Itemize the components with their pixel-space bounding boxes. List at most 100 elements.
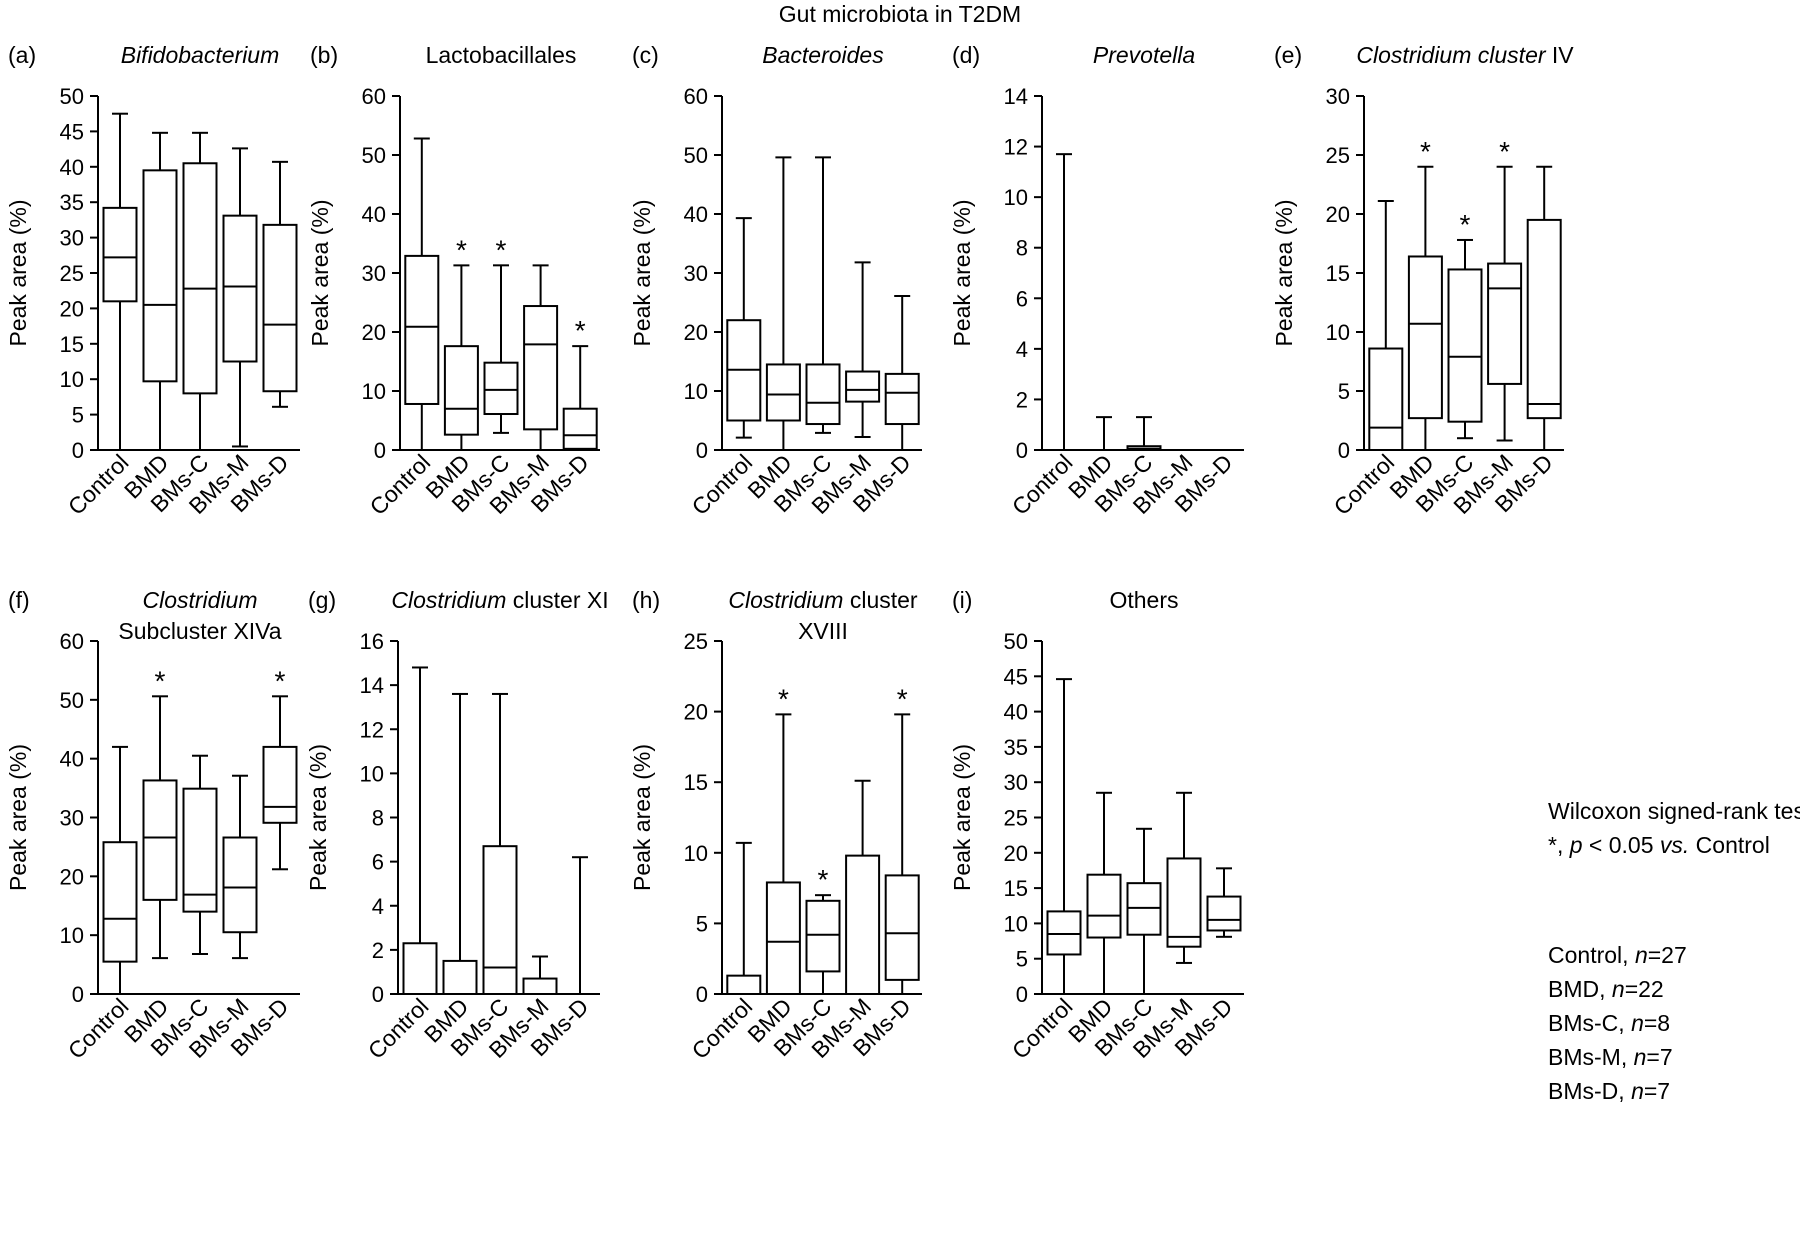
box [845,854,881,996]
y-tick-label: 8 [1016,236,1028,261]
box-plot-item: * [1447,209,1483,440]
box-plot-item [1166,791,1202,964]
y-tick-label: 10 [1004,185,1028,210]
group-legend: Control, n=27 BMD, n=22 BMs-C, n=8 BMs-M… [1548,938,1687,1108]
y-tick-label: 50 [362,143,386,168]
y-tick-label: 10 [684,841,708,866]
y-tick-label: 2 [372,938,384,963]
y-axis-label: Peak area (%) [629,744,655,891]
y-tick-label: 5 [1338,379,1350,404]
y-tick-label: 0 [372,982,384,1007]
box [1526,218,1562,420]
y-tick-label: 20 [684,700,708,725]
box-plot-item [1096,416,1112,450]
significance-star: * [897,683,908,714]
box [726,974,762,995]
significance-star: * [155,665,166,696]
test-name: Wilcoxon signed-rank test [1548,798,1800,824]
panel-title: Clostridium cluster IV [1356,42,1574,68]
box-plot-item: * [1487,136,1523,442]
box [222,836,258,934]
y-tick-label: 30 [1004,770,1028,795]
box-plot-item [1056,153,1072,450]
y-tick-label: 0 [1016,982,1028,1007]
y-tick-label: 45 [1004,664,1028,689]
p-value-line: *, p < 0.05 vs. Control [1548,832,1770,858]
box-plot-item [402,666,438,995]
box-plot-item: * [142,665,178,960]
y-tick-label: 30 [60,806,84,831]
y-axis-label: Peak area (%) [1271,199,1297,346]
y-tick-label: 25 [1326,143,1350,168]
significance-star: * [575,315,586,346]
box-plot-item [523,264,559,450]
box [1086,873,1122,939]
box [443,345,479,436]
panel-letter: (i) [952,587,972,613]
y-tick-label: 30 [362,261,386,286]
box [1166,857,1202,948]
y-tick-label: 8 [372,806,384,831]
box-plot-item: * [483,234,519,434]
y-tick-label: 5 [72,403,84,428]
y-tick-label: 40 [60,747,84,772]
y-axis-label: Peak area (%) [5,199,31,346]
box [845,370,881,403]
box [222,214,258,363]
y-tick-label: 60 [362,84,386,109]
box [1487,262,1523,385]
y-tick-label: 40 [1004,700,1028,725]
box [482,845,518,996]
chart-panel: 0 10 20 30 40 50 60 Peak area (%) (c) Bacteroides… [629,42,922,520]
legend-entry: BMs-M, n=7 [1548,1044,1673,1070]
box [483,361,519,416]
significance-star: * [1460,209,1471,240]
y-axis-label: Peak area (%) [949,744,975,891]
y-tick-label: 12 [1004,135,1028,160]
box-plot-item [845,261,881,439]
y-tick-label: 45 [60,119,84,144]
legend-entry: BMD, n=22 [1548,976,1664,1002]
y-tick-label: 10 [60,367,84,392]
panel-title: Bifidobacterium [121,42,280,68]
legend-entry: BMs-D, n=7 [1548,1078,1671,1104]
y-tick-label: 6 [372,850,384,875]
box-plot-item [726,841,762,995]
y-axis-label: Peak area (%) [307,199,333,346]
box [442,959,478,995]
y-tick-label: 25 [60,261,84,286]
chart-panel: 0 5 10 15 20 25 30 35 40 45 50 Peak area (%) (a) Bifi… [5,42,300,520]
panel-letter: (a) [8,42,36,68]
y-tick-label: 30 [60,226,84,251]
box [1046,910,1082,956]
y-tick-label: 50 [60,84,84,109]
box-plot-item [1526,165,1562,450]
y-tick-label: 14 [1004,84,1028,109]
panel-title: Clostridium [142,587,257,613]
panel-letter: (f) [8,587,30,613]
y-tick-label: 15 [1004,876,1028,901]
box [182,787,218,913]
box-plot-item [805,156,841,434]
panel-letter: (h) [632,587,660,613]
box-plot-item [102,745,138,994]
box-plot-item [482,692,518,996]
chart-panel: 0 5 10 15 20 25 Peak area (%) (h) Clostridium cl… [629,587,922,1064]
y-tick-label: 16 [360,629,384,654]
box-plot-item [1046,678,1082,994]
box-plot-item [182,131,218,450]
significance-star: * [1420,136,1431,167]
chart-panel: 0 10 20 30 40 50 60 Peak area (%) (f) Clostridium… [5,587,300,1064]
y-tick-label: 4 [372,894,384,919]
y-tick-label: 10 [1326,320,1350,345]
chart-panel: 0 5 10 15 20 25 30 35 40 45 50 Peak area (%) (i) Othe… [949,587,1244,1064]
y-tick-label: 20 [362,320,386,345]
y-tick-label: 10 [684,379,708,404]
box [142,779,178,901]
box [404,254,440,405]
y-tick-label: 6 [1016,286,1028,311]
box [142,169,178,383]
y-tick-label: 30 [1326,84,1350,109]
box [102,841,138,963]
y-tick-label: 10 [1004,911,1028,936]
